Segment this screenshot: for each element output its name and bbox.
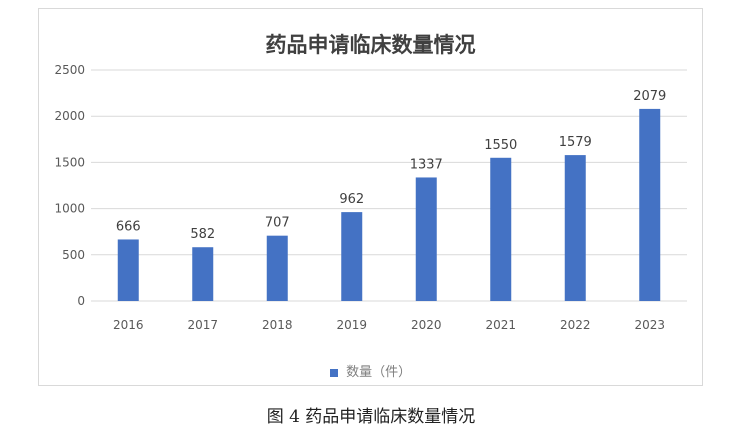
legend-swatch [329,368,338,377]
data-label: 962 [339,192,364,207]
x-tick-label: 2022 [560,318,591,332]
data-label: 2079 [633,89,666,104]
bar [415,177,437,301]
data-label: 1337 [410,157,443,172]
x-tick-label: 2020 [411,318,442,332]
data-label: 582 [190,227,215,242]
x-tick-label: 2023 [634,318,665,332]
bar [341,212,363,301]
legend-label: 数量（件） [346,365,412,380]
chart-title: 药品申请临床数量情况 [265,33,476,57]
figure-caption: 图 4 药品申请临床数量情况 [266,407,476,427]
chart-frame: 药品申请临床数量情况 0 500 1000 1500 2000 2500 666 2016 58… [38,8,703,386]
x-tick-label: 2018 [262,318,293,332]
bar-chart-plot: 0 500 1000 1500 2000 2500 666 2016 582 2017 707 201… [54,63,687,332]
bar [490,157,512,301]
x-tick-label: 2017 [187,318,218,332]
data-label: 666 [116,219,141,234]
x-tick-label: 2019 [336,318,367,332]
data-label: 707 [265,216,290,231]
y-tick-label: 2000 [54,109,85,123]
bar [117,239,139,301]
y-tick-label: 500 [62,248,85,262]
data-label: 1550 [484,138,517,153]
bar [639,108,661,302]
bar [192,247,214,301]
x-tick-label: 2016 [113,318,144,332]
y-tick-label: 2500 [54,63,85,77]
bar [564,155,586,301]
data-label: 1579 [559,135,592,150]
x-tick-label: 2021 [485,318,516,332]
y-tick-label: 1500 [54,155,85,169]
y-tick-label: 1000 [54,202,85,216]
legend: 数量（件） [39,361,702,380]
y-tick-label: 0 [77,294,85,308]
bar [266,235,288,301]
